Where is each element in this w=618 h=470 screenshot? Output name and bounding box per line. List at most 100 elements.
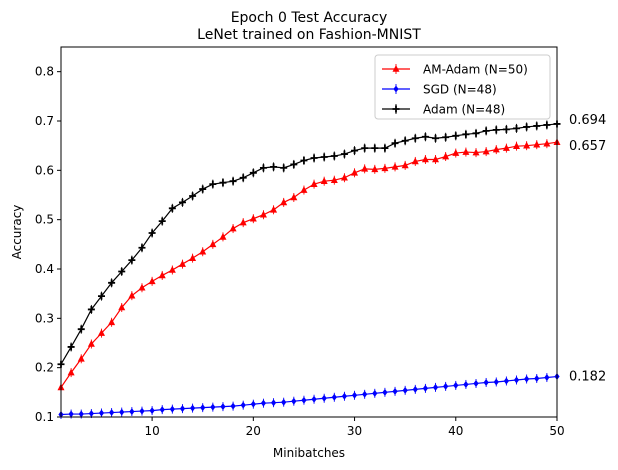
data-point (77, 354, 85, 362)
data-point (270, 163, 278, 171)
data-point (139, 407, 145, 415)
data-point (443, 382, 449, 390)
data-point (229, 177, 237, 185)
legend: AM-Adam (N=50) SGD (N=48) Adam (N=48) (374, 54, 551, 120)
data-point (492, 126, 500, 134)
data-point (493, 378, 499, 386)
data-point (411, 157, 419, 165)
data-point (219, 179, 227, 187)
chart-subtitle: LeNet trained on Fashion-MNIST (197, 27, 421, 43)
data-point (330, 152, 338, 160)
data-point (513, 376, 520, 384)
data-point (88, 410, 94, 418)
data-point (502, 125, 510, 133)
x-axis-label: Minibatches (273, 446, 345, 460)
data-point (189, 404, 196, 412)
data-point (331, 393, 337, 401)
data-point (371, 165, 379, 173)
data-point (463, 380, 469, 388)
legend-marker-adam (392, 105, 400, 113)
data-point (402, 386, 408, 394)
data-point (178, 260, 186, 267)
end-label-am-adam: 0.657 (569, 139, 606, 154)
data-point (168, 265, 176, 273)
data-point (270, 205, 278, 213)
data-point (249, 214, 257, 222)
data-point (524, 375, 530, 383)
data-point (382, 388, 388, 396)
data-point (533, 140, 541, 148)
data-point (199, 247, 207, 255)
data-point (492, 145, 500, 153)
data-point (239, 218, 247, 226)
data-point (361, 144, 369, 152)
data-point (301, 396, 307, 404)
data-point (482, 127, 490, 135)
data-point (310, 154, 318, 162)
series-am-adam (57, 137, 561, 392)
data-point (189, 192, 197, 200)
data-point (158, 217, 166, 225)
data-point (362, 390, 368, 398)
data-point (513, 124, 521, 132)
data-point (159, 406, 165, 414)
data-point (189, 254, 197, 261)
y-tick-label: 0.4 (35, 262, 54, 276)
data-point (119, 408, 125, 416)
data-point (68, 410, 74, 418)
data-point (462, 130, 470, 138)
data-point (482, 147, 490, 155)
data-point (311, 395, 317, 403)
y-tick-label: 0.8 (35, 65, 54, 79)
data-point (432, 134, 440, 142)
data-point (411, 134, 419, 142)
data-point (249, 169, 257, 177)
y-tick-label: 0.1 (35, 410, 54, 424)
data-point (210, 403, 216, 411)
end-label-adam: 0.694 (569, 113, 606, 128)
data-point (351, 147, 359, 155)
data-point (523, 141, 531, 149)
data-point (391, 162, 399, 170)
data-point (149, 407, 155, 415)
data-point (473, 379, 479, 387)
data-point (533, 122, 541, 130)
data-point (453, 381, 459, 389)
data-point (240, 401, 246, 409)
data-point (513, 142, 521, 149)
end-label-sgd: 0.182 (569, 370, 606, 385)
data-point (291, 397, 297, 405)
data-point (300, 156, 308, 164)
series-adam (57, 119, 561, 369)
plot-frame (60, 46, 558, 418)
data-point (281, 398, 287, 406)
data-point (421, 155, 429, 163)
x-tick-label: 20 (246, 424, 261, 438)
y-tick-label: 0.2 (35, 361, 54, 375)
data-point (128, 256, 136, 264)
end-value-labels: 0.657 0.182 0.694 (569, 113, 606, 385)
data-point (300, 186, 308, 193)
data-point (108, 318, 116, 326)
data-point (158, 271, 166, 279)
series-sgd (58, 372, 560, 420)
data-point (229, 224, 237, 232)
data-point (340, 150, 348, 158)
chart-title: Epoch 0 Test Accuracy (231, 10, 388, 26)
data-point (310, 180, 318, 187)
data-point (128, 291, 136, 299)
data-point (320, 177, 328, 184)
data-point (97, 292, 105, 300)
data-point (98, 409, 105, 417)
data-point (442, 133, 450, 141)
data-point (534, 375, 540, 383)
data-point (178, 198, 186, 206)
data-point (483, 378, 489, 386)
data-point (401, 137, 409, 145)
data-point (67, 343, 75, 351)
y-axis-label: Accuracy (10, 205, 24, 260)
data-point (401, 161, 409, 169)
y-tick-label: 0.3 (35, 311, 54, 325)
data-point (239, 174, 247, 182)
